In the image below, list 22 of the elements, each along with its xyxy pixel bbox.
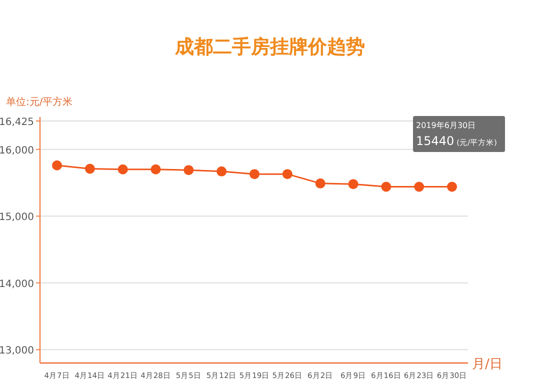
y-tick-label: 13,000 <box>0 346 34 357</box>
x-axis-title: 月/日 <box>472 357 502 372</box>
y-tick-label: 15,000 <box>0 212 34 224</box>
y-tick-label: 16,425 <box>0 117 34 128</box>
point <box>150 164 161 174</box>
point <box>348 179 358 190</box>
point <box>118 164 128 174</box>
point <box>84 164 95 174</box>
point <box>184 165 194 176</box>
point <box>216 166 227 176</box>
point <box>282 169 292 180</box>
point <box>315 178 326 188</box>
point <box>250 169 260 180</box>
y-tick-label: 14,000 <box>0 278 34 290</box>
point <box>381 182 392 192</box>
y-axis-title: 单位:元/平方米 <box>6 96 73 108</box>
point <box>447 182 457 192</box>
y-tick-label: 16,000 <box>0 145 34 156</box>
point <box>52 160 62 170</box>
annotation: 2019年6月30日 <box>416 121 476 130</box>
point <box>414 182 424 192</box>
chart-title: 成都二手房挂牌价趋势 <box>174 36 365 58</box>
